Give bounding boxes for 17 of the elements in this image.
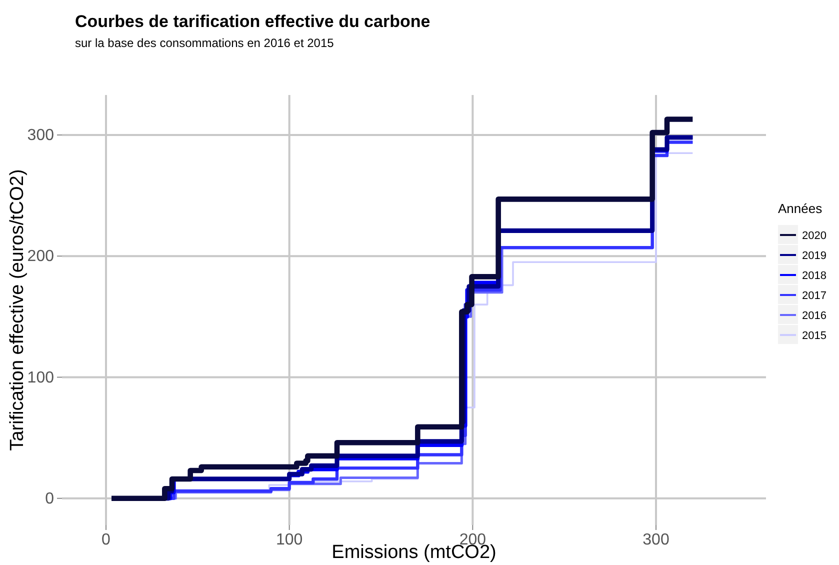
legend-label: 2016 — [802, 310, 826, 322]
y-tick-label: 0 — [45, 490, 54, 508]
y-axis-title: Tarification effective (euros/tCO2) — [7, 169, 28, 451]
legend-label: 2019 — [802, 250, 826, 262]
chart-title: Courbes de tarification effective du carbone — [75, 12, 430, 31]
x-tick-label: 300 — [642, 531, 670, 548]
chart-subtitle: sur la base des consommations en 2016 et 2015 — [75, 36, 334, 50]
legend-label: 2015 — [802, 330, 826, 342]
legend-title: Années — [778, 201, 823, 216]
legend-label: 2017 — [802, 290, 826, 302]
x-tick-label: 100 — [276, 531, 303, 548]
y-tick-label: 300 — [27, 127, 54, 144]
y-tick-label: 200 — [27, 248, 54, 266]
legend-label: 2018 — [802, 270, 826, 282]
x-tick-label: 0 — [102, 531, 111, 548]
legend-label: 2020 — [802, 230, 826, 242]
y-tick-label: 100 — [27, 369, 54, 386]
